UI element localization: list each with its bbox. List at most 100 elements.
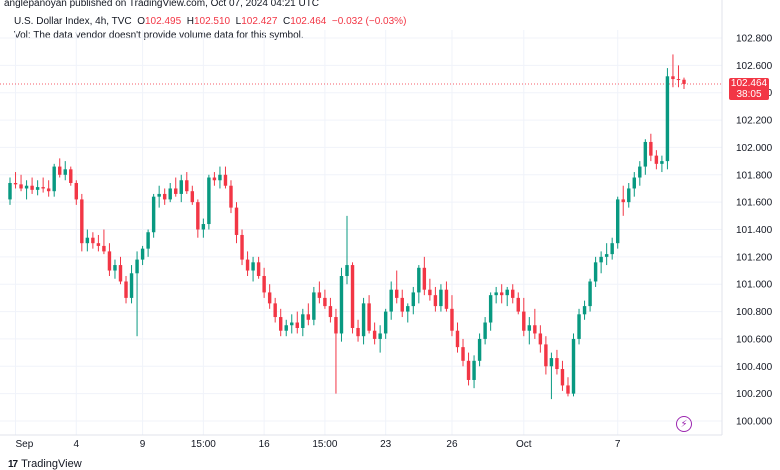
candle-body (604, 254, 609, 257)
candle-body (245, 259, 250, 271)
candle-body (461, 347, 465, 361)
candle-body (334, 317, 338, 334)
candle-body (549, 358, 554, 367)
candle-body (488, 295, 493, 323)
candle-body (372, 330, 377, 339)
candle-body (85, 237, 90, 244)
candle-body (527, 325, 532, 331)
time-tick-label: Sep (16, 439, 34, 450)
price-tick-label: 101.600 (736, 198, 773, 209)
candle-body (218, 174, 222, 181)
candle-body (588, 281, 592, 307)
candle-body (610, 243, 614, 255)
time-tick-label: 4 (74, 439, 80, 450)
tradingview-logo-icon: 17 (8, 458, 18, 470)
candle-body (533, 325, 537, 334)
candle-body (201, 224, 206, 230)
candle-body (19, 184, 23, 189)
candle-body (91, 237, 95, 244)
candle-body (13, 182, 18, 185)
candle-body (516, 297, 520, 312)
price-tick-label: 101.400 (736, 225, 773, 236)
candle-body (157, 193, 161, 197)
time-tick-label: Oct (516, 439, 532, 450)
candle-body (24, 185, 29, 189)
candle-body (52, 166, 56, 192)
candle-body (400, 297, 404, 312)
candle-body (665, 76, 670, 162)
candle-body (229, 185, 233, 208)
candle-body (615, 199, 620, 244)
low-value: 102.427 (241, 16, 278, 27)
candle-body (223, 174, 228, 186)
candle-body (356, 327, 360, 337)
price-tick-label: 101.000 (736, 280, 773, 291)
candle-body (58, 166, 62, 175)
tradingview-logo[interactable]: 17 TradingView (8, 458, 82, 470)
candle-body (544, 344, 548, 367)
candle-body (295, 322, 299, 328)
candle-body (378, 333, 382, 339)
candle-body (621, 199, 625, 203)
time-tick-label: 9 (140, 439, 146, 450)
candle-body (671, 76, 675, 80)
candle-body (411, 292, 416, 307)
candle-body (682, 79, 686, 84)
close-label: C (282, 16, 291, 27)
symbol-title[interactable]: U.S. Dollar Index, 4h, TVC (14, 16, 132, 27)
close-value: 102.464 (290, 16, 327, 27)
candle-body (660, 161, 664, 164)
candle-body (345, 265, 349, 277)
candle-body (571, 338, 576, 394)
open-label: O (137, 16, 145, 27)
candle-body (649, 141, 653, 156)
bar-countdown: 38:05 (736, 88, 762, 100)
price-tick-label: 102.000 (736, 143, 773, 154)
candle-body (207, 177, 211, 225)
candle-body (124, 281, 128, 298)
candle-body (444, 289, 449, 309)
time-tick-label: 26 (446, 439, 458, 450)
candle-body (323, 297, 327, 307)
candle-body (96, 243, 101, 246)
candle-body (102, 245, 106, 252)
candle-body (499, 292, 504, 296)
volume-note: Vol: The data vendor doesn't provide vol… (14, 30, 304, 41)
low-label: L (235, 16, 242, 27)
candle-body (538, 333, 543, 345)
candle-body (267, 292, 272, 304)
candle-body (627, 188, 631, 203)
candle-body (174, 188, 178, 194)
candle-body (63, 169, 67, 175)
candle-body (450, 308, 454, 331)
candle-body (74, 182, 79, 200)
lightning-bolt-icon[interactable]: ⚡ (676, 416, 692, 432)
publisher-line: anglepanoyan published on TradingView.co… (4, 0, 320, 9)
candle-body (676, 79, 681, 81)
candle-body (46, 188, 51, 192)
change-value: −0.032 (−0.03%) (331, 16, 407, 27)
symbol-legend: U.S. Dollar Index, 4h, TVC O102.495 H 102… (14, 15, 406, 43)
time-tick-label: 15:00 (191, 439, 216, 450)
candle-body (179, 180, 183, 194)
time-tick-label: 15:00 (312, 439, 337, 450)
price-tick-label: 100.000 (736, 417, 773, 428)
candle-body (290, 322, 294, 326)
candle-body (312, 292, 316, 320)
open-value: 102.495 (145, 16, 182, 27)
price-tick-label: 101.800 (736, 170, 773, 181)
high-label: H (186, 16, 194, 27)
candle-body (69, 169, 73, 183)
last-price-tag: 102.464 38:05 (729, 77, 769, 100)
candle-body (301, 314, 305, 328)
candle-body (41, 187, 45, 189)
candle-body (262, 276, 266, 293)
time-tick-label: 7 (615, 439, 621, 450)
time-tick-label: 23 (380, 439, 392, 450)
candle-body (483, 322, 487, 339)
candle-body (433, 295, 438, 307)
candle-body (417, 267, 421, 293)
candle-body (428, 289, 432, 296)
candle-body (472, 360, 476, 380)
